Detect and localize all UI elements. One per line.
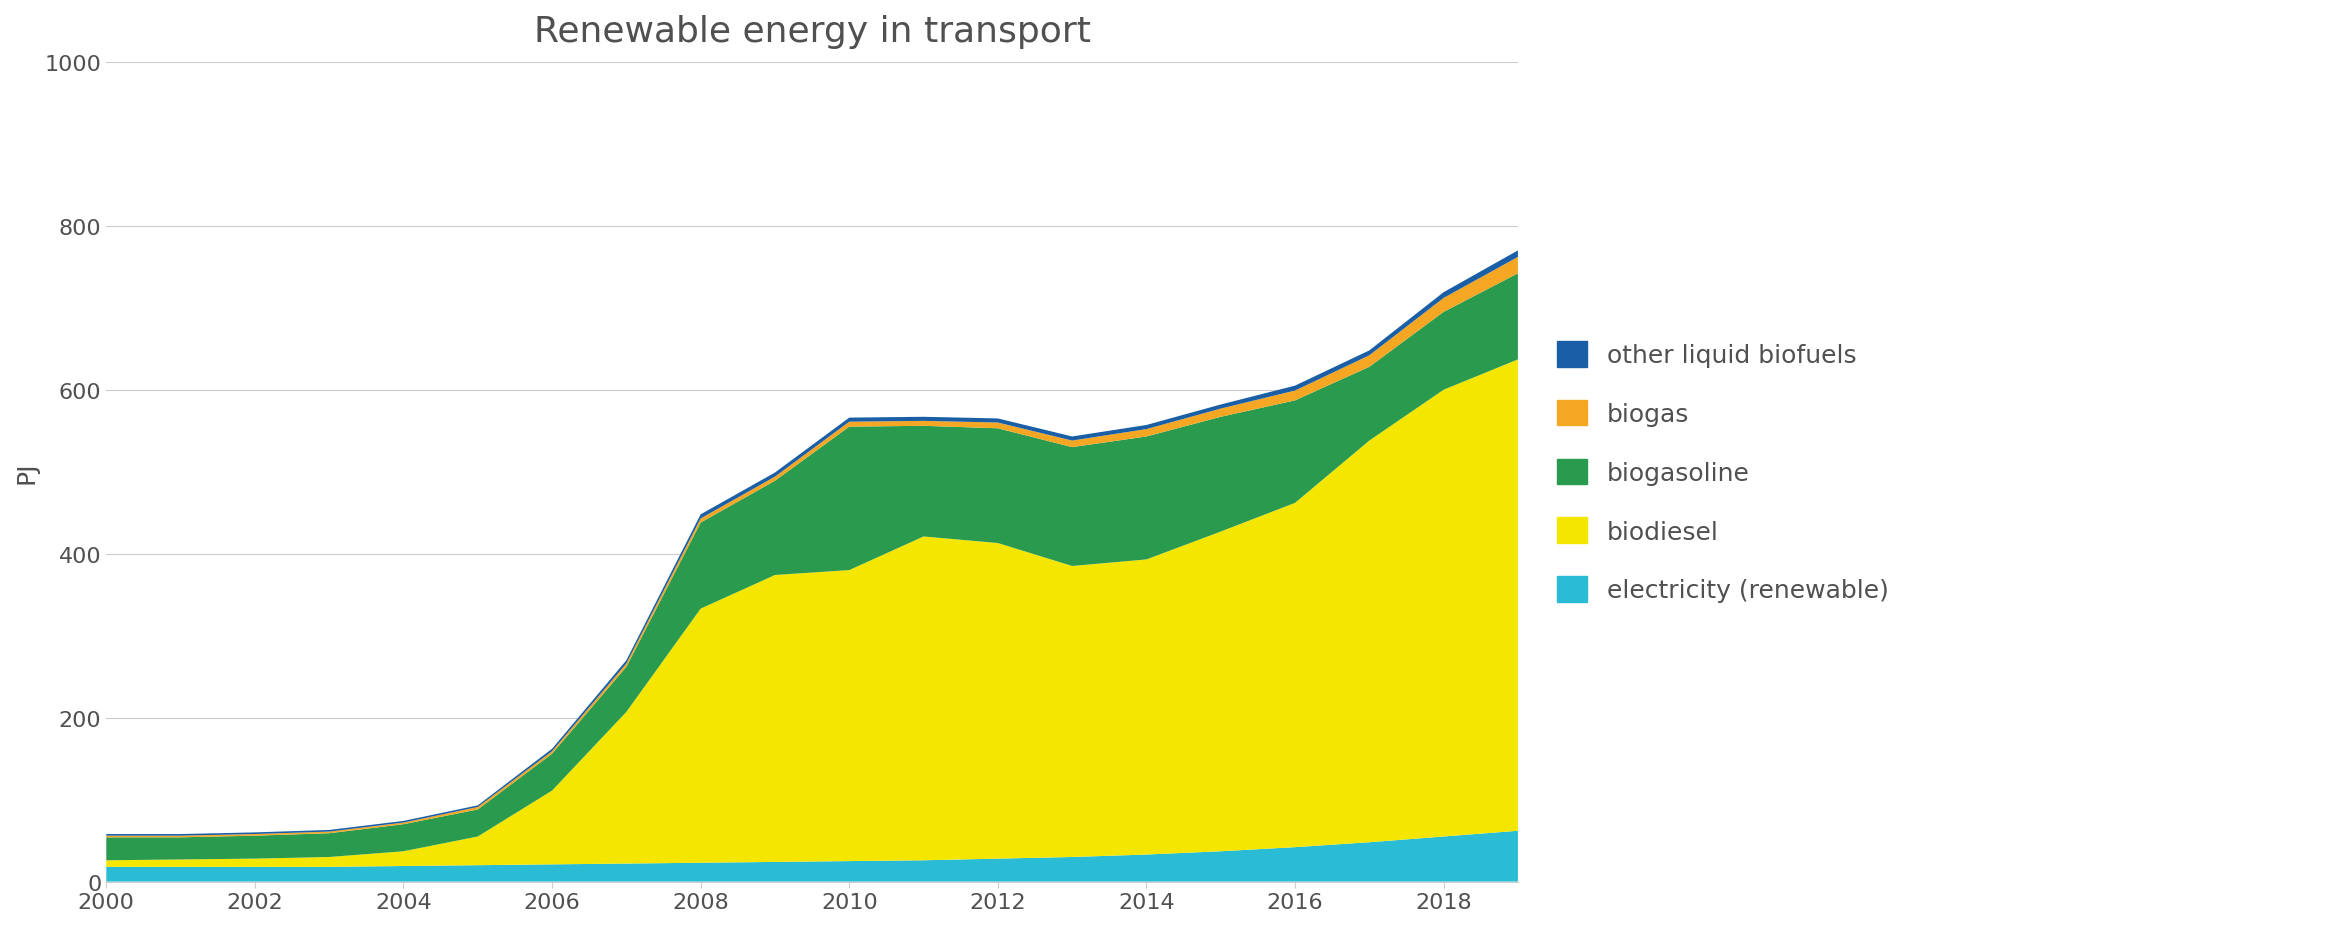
Y-axis label: PJ: PJ: [14, 461, 40, 484]
Title: Renewable energy in transport: Renewable energy in transport: [534, 15, 1091, 49]
Legend: other liquid biofuels, biogas, biogasoline, biodiesel, electricity (renewable): other liquid biofuels, biogas, biogasoli…: [1543, 329, 1902, 616]
